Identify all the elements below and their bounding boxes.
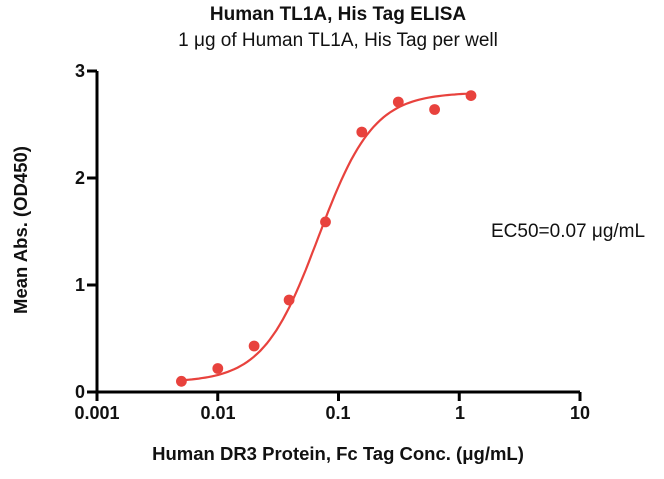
x-tick-label: 0.1 [325, 403, 351, 423]
data-point [212, 363, 224, 374]
y-tick-label: 1 [74, 275, 85, 295]
data-point [248, 340, 260, 352]
y-tick-label: 2 [74, 168, 85, 188]
data-point [429, 104, 440, 115]
data-point [392, 96, 404, 108]
ec50-annotation: EC50=0.07 μg/mL [491, 221, 646, 242]
y-tick-label: 3 [74, 61, 85, 81]
x-tick-label: 0.001 [74, 403, 120, 423]
chart-title: Human TL1A, His Tag ELISA [209, 4, 467, 25]
data-point [320, 216, 331, 228]
x-tick-label: 1 [454, 403, 466, 423]
data-point [356, 126, 368, 138]
data-point [465, 90, 477, 101]
chart-subtitle: 1 μg of Human TL1A, His Tag per well [178, 30, 498, 51]
data-point [283, 294, 295, 306]
data-point [176, 375, 187, 387]
x-tick-label: 0.01 [200, 403, 236, 423]
x-tick-label: 10 [569, 403, 591, 423]
x-axis-label: Human DR3 Protein, Fc Tag Conc. (μg/mL) [152, 443, 524, 464]
y-tick-label: 0 [74, 382, 85, 402]
fit-curve [179, 92, 472, 382]
